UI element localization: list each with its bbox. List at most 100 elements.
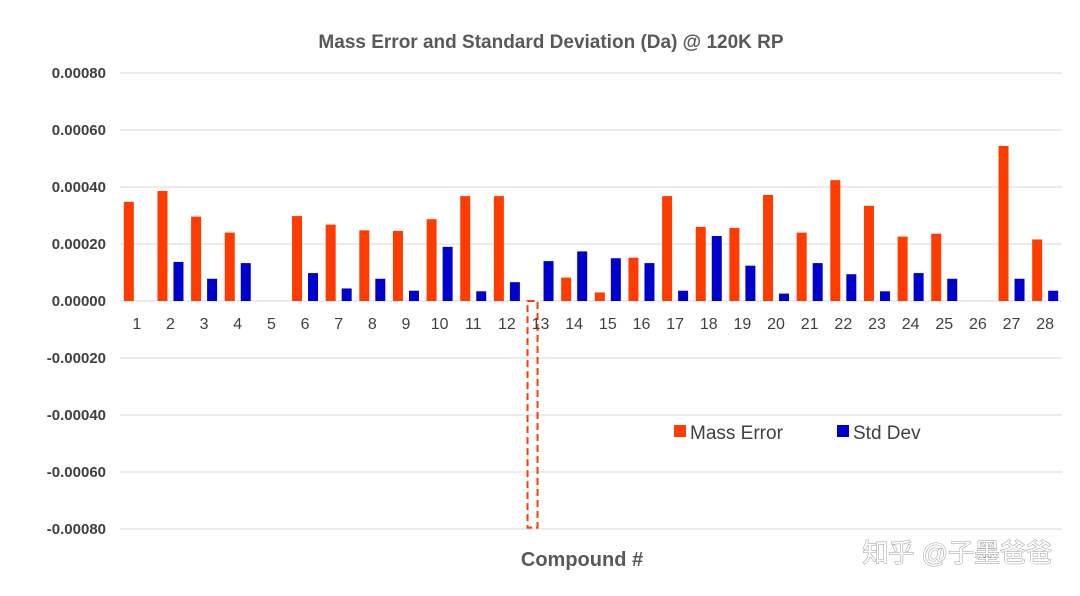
bar-mass-error (998, 145, 1009, 301)
x-tick-label: 7 (334, 316, 343, 333)
y-tick-label: 0.00060 (52, 122, 106, 139)
x-axis-ticks: 1 2 3 4 5 6 7 8 9 10 11 12 13 14 15 16 17 18 19 20 21 22 23 24 2… (132, 316, 1054, 333)
bar-mass-error (897, 236, 908, 301)
y-tick-label: -0.00060 (47, 464, 106, 481)
x-tick-label: 23 (868, 316, 886, 333)
y-tick-label: -0.00040 (47, 407, 106, 424)
y-tick-label: -0.00020 (47, 350, 106, 367)
bar-std-dev (745, 265, 756, 301)
bar-mass-error (460, 196, 471, 301)
bar-std-dev (610, 258, 621, 301)
bar-mass-error (526, 300, 539, 529)
bar-mass-error (426, 219, 437, 301)
x-tick-label: 2 (166, 316, 175, 333)
bar-std-dev (812, 263, 823, 301)
x-tick-label: 27 (1003, 316, 1021, 333)
bar-std-dev (442, 246, 453, 301)
x-tick-label: 12 (498, 316, 516, 333)
x-tick-label: 5 (267, 316, 276, 333)
bar-mass-error (729, 228, 740, 301)
y-tick-label: 0.00020 (52, 236, 106, 253)
bar-mass-error (628, 257, 639, 301)
bar-std-dev (509, 282, 520, 301)
x-tick-label: 22 (834, 316, 852, 333)
legend-label: Mass Error (690, 423, 784, 444)
legend-swatch (837, 425, 849, 437)
x-tick-label: 18 (700, 316, 718, 333)
bar-mass-error (123, 201, 134, 301)
x-tick-label: 20 (767, 316, 785, 333)
bars (123, 145, 1059, 529)
x-tick-label: 21 (801, 316, 819, 333)
x-tick-label: 1 (132, 316, 141, 333)
x-tick-label: 24 (902, 316, 920, 333)
bar-mass-error (359, 230, 370, 301)
x-tick-label: 8 (368, 316, 377, 333)
bar-std-dev (947, 278, 958, 301)
x-tick-label: 28 (1036, 316, 1054, 333)
bar-mass-error (191, 216, 202, 301)
y-tick-label: 0.00040 (52, 179, 106, 196)
bar-mass-error (325, 224, 336, 301)
bar-std-dev (240, 263, 251, 301)
bar-std-dev (476, 291, 487, 301)
y-tick-label: -0.00080 (47, 521, 106, 538)
chart-title: Mass Error and Standard Deviation (Da) @… (318, 32, 783, 53)
y-tick-label: 0.00000 (52, 293, 106, 310)
bar-std-dev (341, 288, 352, 301)
x-tick-label: 11 (465, 316, 482, 333)
legend: Mass Error Std Dev (674, 423, 921, 444)
bar-std-dev (779, 293, 790, 301)
bar-mass-error (224, 232, 235, 301)
bar-mass-error (931, 233, 942, 301)
bar-std-dev (543, 261, 554, 301)
bar-mass-error (561, 277, 572, 301)
watermark-text: 知乎 @子墨爸爸 (862, 538, 1052, 568)
bar-std-dev (846, 274, 857, 301)
x-tick-label: 9 (402, 316, 411, 333)
bar-std-dev (408, 290, 419, 301)
x-tick-label: 3 (200, 316, 209, 333)
bar-std-dev (879, 291, 890, 301)
x-tick-label: 17 (666, 316, 684, 333)
bar-std-dev (173, 261, 184, 301)
x-tick-label: 14 (565, 316, 583, 333)
y-axis-ticks: 0.00080 0.00060 0.00040 0.00020 0.00000 -0.00… (47, 65, 106, 538)
bar-std-dev (577, 251, 588, 301)
bar-mass-error (863, 205, 874, 301)
bar-mass-error (594, 292, 605, 301)
x-tick-label: 6 (301, 316, 310, 333)
bar-std-dev (207, 278, 218, 301)
bar-mass-error (157, 190, 168, 301)
bar-mass-error (392, 230, 403, 301)
y-tick-label: 0.00080 (52, 65, 106, 82)
bar-std-dev (644, 263, 655, 301)
legend-swatch (674, 425, 686, 437)
x-tick-label: 4 (233, 316, 242, 333)
bar-mass-error (493, 196, 504, 301)
bar-mass-error (830, 180, 841, 301)
x-tick-label: 19 (733, 316, 751, 333)
bar-std-dev (308, 273, 319, 301)
x-tick-label: 13 (532, 316, 550, 333)
x-axis-label: Compound # (521, 549, 643, 571)
bar-std-dev (1048, 290, 1059, 301)
legend-label: Std Dev (853, 423, 921, 444)
bar-std-dev (375, 278, 386, 301)
bar-mass-error (796, 232, 807, 301)
bar-mass-error (695, 226, 706, 301)
bar-std-dev (678, 290, 689, 301)
x-tick-label: 26 (969, 316, 987, 333)
bar-mass-error (1032, 239, 1043, 301)
bar-mass-error (662, 196, 673, 301)
x-tick-label: 16 (633, 316, 651, 333)
x-tick-label: 15 (599, 316, 617, 333)
bar-mass-error (763, 194, 774, 301)
bar-std-dev (1014, 278, 1025, 301)
bar-std-dev (913, 273, 924, 301)
x-tick-label: 10 (431, 316, 449, 333)
gridlines (120, 72, 1062, 530)
bar-std-dev (711, 236, 722, 301)
x-tick-label: 25 (935, 316, 953, 333)
